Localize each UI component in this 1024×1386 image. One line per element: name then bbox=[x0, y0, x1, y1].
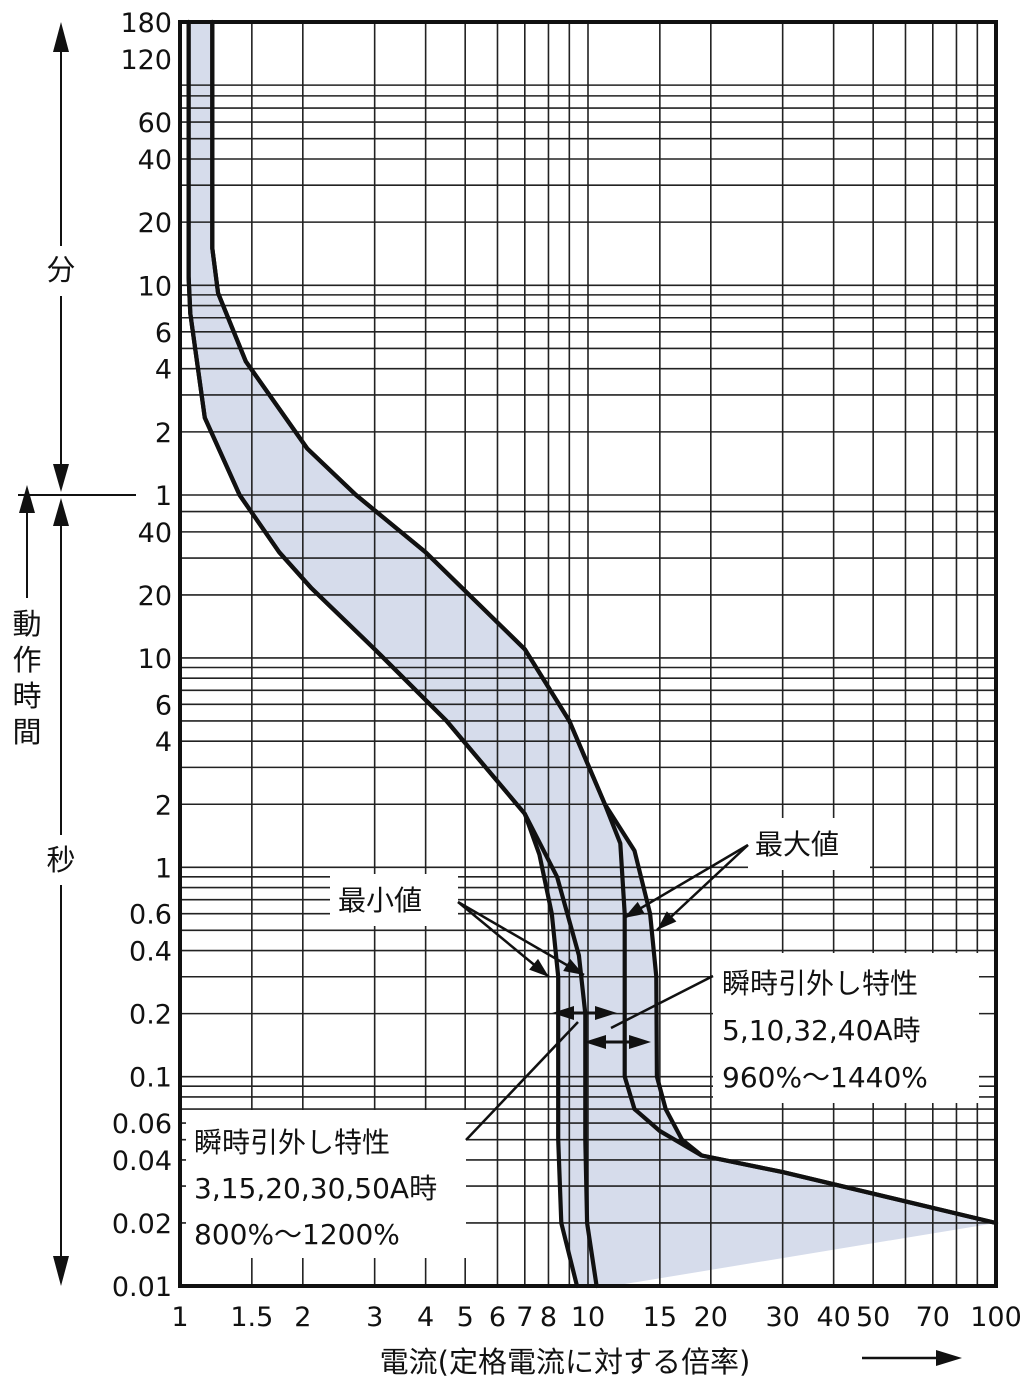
max-label: 最大値 bbox=[755, 828, 839, 861]
minutes-label: 分 bbox=[46, 253, 75, 287]
y-tick-label: 0.01 bbox=[112, 1272, 172, 1303]
x-axis-arrow-head bbox=[936, 1350, 962, 1366]
x-tick-label: 40 bbox=[816, 1302, 850, 1333]
y-axis-title-char: 時 bbox=[12, 679, 41, 713]
plot-frame bbox=[178, 20, 998, 1288]
y-tick-label: 10 bbox=[138, 644, 172, 675]
frame-layer bbox=[178, 20, 998, 1288]
band-fill-layer bbox=[188, 22, 997, 1286]
min-label: 最小値 bbox=[338, 884, 422, 917]
info-text-800-1200: 3,15,20,30,50A時 bbox=[194, 1172, 437, 1205]
y-tick-label: 0.02 bbox=[112, 1209, 172, 1240]
max-label-box bbox=[748, 818, 870, 870]
y-tick-label: 60 bbox=[138, 108, 172, 139]
y-tick-label: 180 bbox=[120, 8, 172, 39]
x-tick-label: 6 bbox=[489, 1302, 506, 1333]
info-text-960-1440: 瞬時引外し特性 bbox=[722, 967, 918, 1000]
y-tick-label: 4 bbox=[155, 727, 172, 758]
x-tick-label: 70 bbox=[916, 1302, 950, 1333]
range-arrow-960-1440-head-left bbox=[584, 1035, 606, 1049]
minutes-arrow-top bbox=[53, 22, 69, 52]
info-text-960-1440: 5,10,32,40A時 bbox=[722, 1014, 921, 1047]
x-tick-label: 7 bbox=[516, 1302, 533, 1333]
seconds-arrow-bottom bbox=[53, 1256, 69, 1286]
info-box-800-1200 bbox=[186, 1110, 466, 1258]
info-leader-800-1200 bbox=[465, 1021, 579, 1141]
x-tick-label: 2 bbox=[294, 1302, 311, 1333]
x-tick-label: 4 bbox=[417, 1302, 434, 1333]
range-arrow-800-1200-head-right bbox=[595, 1006, 617, 1020]
min-leader-line bbox=[457, 900, 585, 977]
x-tick-label: 20 bbox=[694, 1302, 728, 1333]
y-tick-label: 2 bbox=[155, 790, 172, 821]
y-tick-label: 2 bbox=[155, 418, 172, 449]
y-tick-label: 0.06 bbox=[112, 1109, 172, 1140]
max-leader-line bbox=[623, 843, 749, 920]
range-arrow-960-1440-head-right bbox=[629, 1035, 651, 1049]
y-tick-label: 1 bbox=[155, 481, 172, 512]
x-tick-label: 100 bbox=[970, 1302, 1022, 1333]
max-leader-head bbox=[624, 901, 645, 918]
max-leader-head bbox=[657, 911, 677, 930]
info-text-800-1200: 瞬時引外し特性 bbox=[194, 1126, 390, 1159]
y-tick-label: 1 bbox=[155, 853, 172, 884]
y-tick-label: 40 bbox=[138, 145, 172, 176]
y-tick-label: 10 bbox=[138, 271, 172, 302]
x-tick-label: 8 bbox=[540, 1302, 557, 1333]
x-tick-label: 50 bbox=[856, 1302, 890, 1333]
y-tick-label: 0.2 bbox=[129, 1000, 172, 1031]
y-tick-label: 0.6 bbox=[129, 900, 172, 931]
x-tick-label: 30 bbox=[765, 1302, 799, 1333]
seconds-arrow-top bbox=[53, 498, 69, 526]
grid-layer bbox=[179, 21, 997, 1287]
info-box-960-1440 bbox=[713, 953, 979, 1103]
y-tick-label: 6 bbox=[155, 690, 172, 721]
y-tick-label: 0.1 bbox=[129, 1063, 172, 1094]
info-text-800-1200: 800%〜1200% bbox=[194, 1218, 400, 1251]
y-tick-label: 120 bbox=[120, 45, 172, 76]
series-curve bbox=[210, 19, 999, 1226]
y-axis-arrow-head bbox=[19, 485, 35, 513]
y-tick-label: 0.4 bbox=[129, 937, 172, 968]
minutes-arrow-bottom bbox=[53, 464, 69, 492]
x-tick-label: 5 bbox=[457, 1302, 474, 1333]
y-axis-title-char: 作 bbox=[12, 643, 41, 677]
x-tick-label: 10 bbox=[571, 1302, 605, 1333]
y-axis-title-char: 動 bbox=[12, 607, 41, 641]
y-tick-label: 0.04 bbox=[112, 1146, 172, 1177]
min-leader-head bbox=[529, 958, 549, 977]
seconds-label: 秒 bbox=[46, 843, 75, 877]
y-axis-title-char: 間 bbox=[12, 715, 41, 749]
range-arrow-800-1200-head-left bbox=[552, 1006, 574, 1020]
y-tick-label: 6 bbox=[155, 318, 172, 349]
max-leader-line bbox=[656, 844, 749, 931]
x-tick-label: 1 bbox=[171, 1302, 188, 1333]
y-tick-label: 4 bbox=[155, 355, 172, 386]
curve-layer bbox=[186, 19, 999, 1289]
y-tick-label: 20 bbox=[138, 581, 172, 612]
min-leader-head bbox=[563, 958, 584, 975]
y-tick-label: 40 bbox=[138, 518, 172, 549]
y-tick-label: 20 bbox=[138, 208, 172, 239]
info-text-960-1440: 960%〜1440% bbox=[722, 1061, 928, 1094]
series-curve bbox=[186, 19, 599, 1289]
band-area bbox=[188, 22, 997, 1286]
x-tick-label: 15 bbox=[643, 1302, 677, 1333]
x-tick-label: 3 bbox=[366, 1302, 383, 1333]
min-label-box bbox=[330, 874, 458, 926]
info-leader-960-1440 bbox=[610, 974, 714, 1030]
tick-label-layer: 1 1.5 2 3 4 5 6 7 8 10 15 20 30 40 50 70 100180120604020… bbox=[112, 8, 1022, 1333]
x-tick-label: 1.5 bbox=[230, 1302, 273, 1333]
x-axis-title: 電流(定格電流に対する倍率) bbox=[380, 1345, 751, 1379]
